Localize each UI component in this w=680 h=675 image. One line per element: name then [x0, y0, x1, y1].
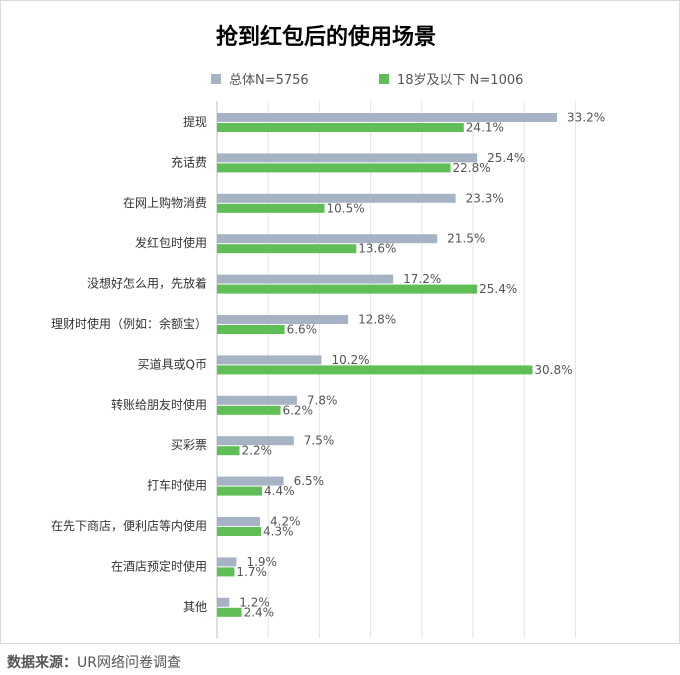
bar-under18	[217, 567, 235, 577]
bar-under18	[217, 607, 242, 617]
bar-total	[217, 193, 456, 203]
data-label-under18: 13.6%	[358, 242, 396, 256]
category-label: 充话费	[171, 154, 207, 169]
category-label: 提现	[183, 114, 207, 129]
data-label-under18: 4.4%	[264, 484, 295, 498]
bar-total	[217, 436, 294, 446]
data-label-under18: 24.1%	[466, 121, 504, 135]
legend-label-total: 总体N=5756	[229, 73, 309, 88]
bar-total	[217, 557, 237, 567]
legend-swatch-total	[211, 73, 221, 84]
legend-label-under18: 18岁及以下 N=1006	[397, 73, 524, 88]
data-label-under18: 6.6%	[287, 323, 318, 337]
category-label: 理财时使用（例如：余额宝）	[51, 316, 207, 331]
category-label: 买道具或Q币	[138, 357, 207, 371]
bar-total	[217, 153, 478, 163]
bar-under18	[217, 284, 478, 294]
data-label-total: 33.2%	[567, 111, 605, 125]
bar-under18	[217, 365, 533, 375]
data-label-total: 1.2%	[239, 595, 270, 609]
data-label-under18: 10.5%	[327, 201, 365, 215]
category-label: 买彩票	[171, 438, 207, 452]
data-label-total: 7.8%	[307, 393, 338, 407]
bar-under18	[217, 486, 263, 496]
bar-total	[217, 113, 557, 122]
data-label-under18: 6.2%	[282, 403, 313, 417]
bar-total	[217, 234, 438, 244]
category-label: 发红包时使用	[135, 235, 207, 250]
source-label: 数据来源：	[7, 655, 77, 671]
source-note: 数据来源：UR网络问卷调查	[7, 652, 181, 672]
data-label-total: 7.5%	[304, 434, 335, 448]
data-label-total: 12.8%	[358, 313, 396, 327]
bar-under18	[217, 203, 325, 213]
chart-title: 抢到红包后的使用场景	[215, 25, 436, 50]
chart-card: 抢到红包后的使用场景 总体N=5756 18岁及以下 N=1006 提现 33.2…	[0, 0, 680, 644]
data-label-under18: 25.4%	[479, 282, 517, 296]
legend-item-total: 总体N=5756	[211, 69, 309, 88]
data-label-under18: 2.4%	[244, 605, 275, 619]
category-label: 其他	[183, 600, 207, 614]
data-label-total: 25.4%	[487, 151, 525, 165]
data-label-under18: 22.8%	[452, 161, 490, 175]
bar-total	[217, 315, 349, 324]
data-label-under18: 30.8%	[534, 363, 572, 377]
bar-total	[217, 517, 261, 526]
bar-under18	[217, 446, 240, 456]
bar-chart: 提现 33.2%24.1%充话费 25.4%22.8%在网上购物消费 23.3%10.…	[51, 101, 605, 639]
category-label: 在网上购物消费	[123, 195, 207, 210]
bar-under18	[217, 325, 285, 334]
bar-total	[217, 274, 394, 284]
bar-total	[217, 395, 297, 405]
bar-total	[217, 476, 284, 486]
data-label-total: 4.2%	[270, 515, 301, 529]
bar-total	[217, 355, 322, 365]
bar-under18	[217, 123, 464, 132]
data-label-total: 1.9%	[246, 555, 277, 569]
data-label-total: 17.2%	[403, 272, 441, 286]
bar-under18	[217, 527, 262, 536]
source-text: UR网络问卷调查	[77, 655, 181, 671]
legend-swatch-under18	[379, 73, 389, 84]
legend-item-under18: 18岁及以下 N=1006	[379, 69, 523, 88]
bar-total	[217, 597, 230, 607]
bar-under18	[217, 244, 357, 254]
category-label: 在酒店预定时使用	[111, 558, 207, 573]
category-label: 打车时使用	[147, 478, 207, 493]
category-label: 在先下商店，便利店等内使用	[51, 518, 207, 533]
category-label: 转账给朋友时使用	[111, 397, 207, 412]
data-label-total: 23.3%	[466, 191, 504, 205]
category-label: 没想好怎么用，先放着	[87, 276, 207, 291]
bar-under18	[217, 163, 451, 173]
data-label-under18: 2.2%	[242, 444, 273, 458]
bar-under18	[217, 405, 281, 415]
data-label-under18: 4.3%	[263, 525, 294, 539]
data-label-total: 10.2%	[331, 353, 369, 367]
data-label-under18: 1.7%	[236, 565, 267, 579]
data-label-total: 21.5%	[447, 232, 485, 246]
data-label-total: 6.5%	[294, 474, 325, 488]
